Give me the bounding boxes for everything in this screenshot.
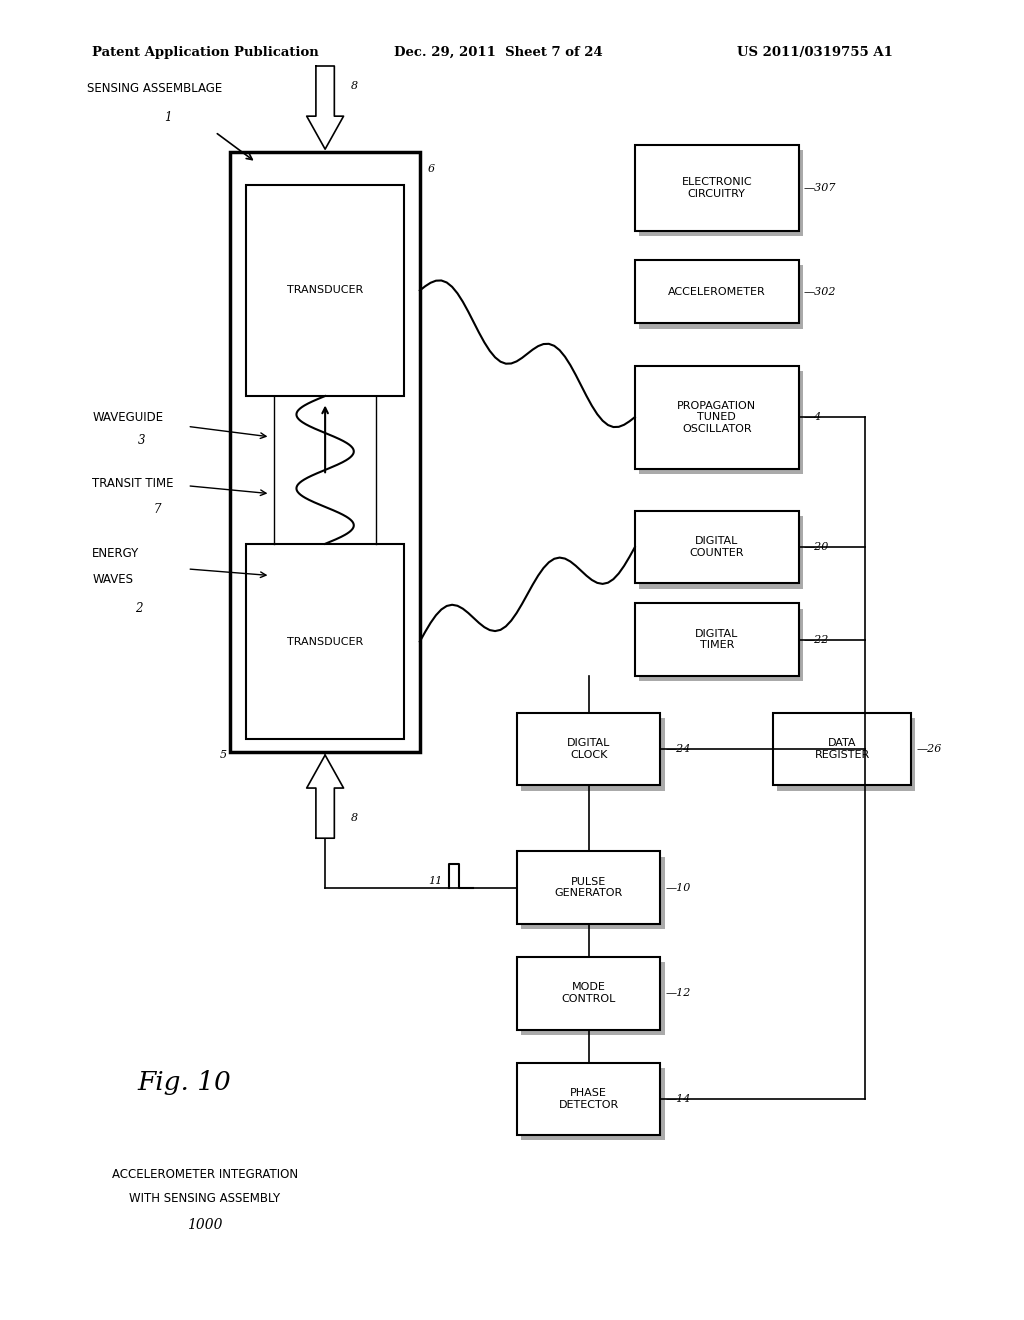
Text: 2: 2 [135,602,142,615]
Text: ELECTRONIC
CIRCUITRY: ELECTRONIC CIRCUITRY [682,177,752,199]
FancyBboxPatch shape [517,957,660,1030]
FancyBboxPatch shape [635,145,799,231]
Text: —20: —20 [804,543,829,552]
Text: —24: —24 [666,744,691,754]
Text: —307: —307 [804,183,837,193]
FancyBboxPatch shape [517,851,660,924]
Text: WAVEGUIDE: WAVEGUIDE [92,411,163,424]
FancyBboxPatch shape [639,371,803,474]
Text: DIGITAL
COUNTER: DIGITAL COUNTER [689,536,744,558]
Text: US 2011/0319755 A1: US 2011/0319755 A1 [737,46,893,59]
FancyBboxPatch shape [521,962,665,1035]
Text: —14: —14 [666,1094,691,1104]
Text: Patent Application Publication: Patent Application Publication [92,46,318,59]
FancyBboxPatch shape [521,1068,665,1140]
FancyBboxPatch shape [635,260,799,323]
Text: MODE
CONTROL: MODE CONTROL [561,982,616,1005]
FancyBboxPatch shape [517,713,660,785]
FancyBboxPatch shape [635,603,799,676]
Text: ACCELEROMETER: ACCELEROMETER [668,286,766,297]
Text: —10: —10 [666,883,691,892]
Text: PULSE
GENERATOR: PULSE GENERATOR [555,876,623,899]
FancyBboxPatch shape [521,718,665,791]
Text: 3: 3 [138,434,145,447]
FancyBboxPatch shape [230,152,420,752]
FancyBboxPatch shape [246,185,404,396]
Text: 1000: 1000 [187,1218,222,1232]
FancyBboxPatch shape [639,516,803,589]
Text: 1: 1 [164,111,171,124]
Text: WAVES: WAVES [92,573,133,586]
FancyBboxPatch shape [521,857,665,929]
Text: WITH SENSING ASSEMBLY: WITH SENSING ASSEMBLY [129,1192,281,1205]
Polygon shape [307,66,344,149]
FancyBboxPatch shape [639,150,803,236]
Text: DIGITAL
TIMER: DIGITAL TIMER [695,628,738,651]
Text: TRANSIT TIME: TRANSIT TIME [92,477,174,490]
Text: ENERGY: ENERGY [92,546,139,560]
Text: 6: 6 [428,164,435,174]
FancyBboxPatch shape [639,265,803,329]
Text: 8: 8 [350,813,357,824]
FancyBboxPatch shape [517,1063,660,1135]
Text: —22: —22 [804,635,829,644]
FancyBboxPatch shape [639,609,803,681]
FancyBboxPatch shape [635,511,799,583]
Text: 5: 5 [220,750,227,760]
Text: —302: —302 [804,286,837,297]
Text: Fig. 10: Fig. 10 [137,1071,231,1094]
Text: 8: 8 [350,81,357,91]
Text: DIGITAL
CLOCK: DIGITAL CLOCK [567,738,610,760]
FancyBboxPatch shape [773,713,911,785]
Text: Dec. 29, 2011  Sheet 7 of 24: Dec. 29, 2011 Sheet 7 of 24 [394,46,603,59]
Text: TRANSDUCER: TRANSDUCER [287,285,364,296]
Text: —12: —12 [666,989,691,998]
Polygon shape [307,755,344,838]
Text: PHASE
DETECTOR: PHASE DETECTOR [559,1088,618,1110]
Text: —4: —4 [804,412,822,422]
Text: TRANSDUCER: TRANSDUCER [287,636,364,647]
FancyBboxPatch shape [777,718,915,791]
Text: SENSING ASSEMBLAGE: SENSING ASSEMBLAGE [87,82,222,95]
Text: 7: 7 [154,503,161,516]
Text: PROPAGATION
TUNED
OSCILLATOR: PROPAGATION TUNED OSCILLATOR [677,400,757,434]
Text: 11: 11 [428,876,442,886]
Text: ACCELEROMETER INTEGRATION: ACCELEROMETER INTEGRATION [112,1168,298,1181]
Text: —26: —26 [916,744,942,754]
Text: DATA
REGISTER: DATA REGISTER [815,738,869,760]
FancyBboxPatch shape [635,366,799,469]
FancyBboxPatch shape [246,544,404,739]
